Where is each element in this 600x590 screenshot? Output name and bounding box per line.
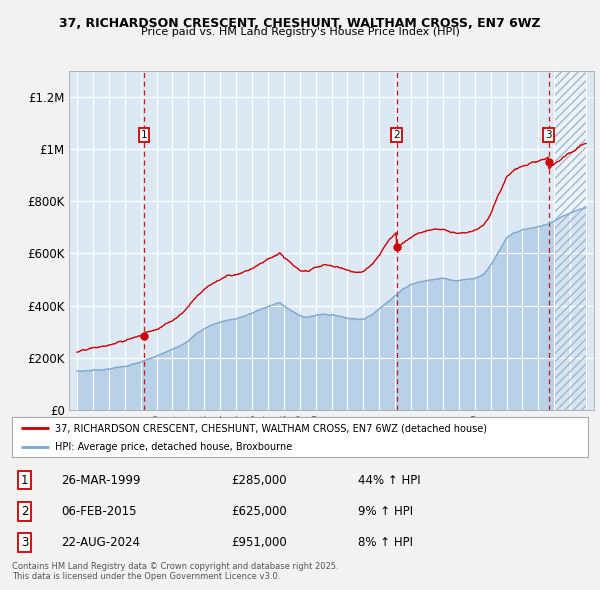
Text: 9% ↑ HPI: 9% ↑ HPI: [358, 505, 413, 518]
Text: 8% ↑ HPI: 8% ↑ HPI: [358, 536, 413, 549]
Text: 1: 1: [141, 130, 148, 140]
Text: 1: 1: [21, 474, 28, 487]
Text: 2: 2: [393, 130, 400, 140]
Text: 2: 2: [21, 505, 28, 518]
Text: 37, RICHARDSON CRESCENT, CHESHUNT, WALTHAM CROSS, EN7 6WZ (detached house): 37, RICHARDSON CRESCENT, CHESHUNT, WALTH…: [55, 424, 487, 434]
Text: 3: 3: [21, 536, 28, 549]
Text: Price paid vs. HM Land Registry's House Price Index (HPI): Price paid vs. HM Land Registry's House …: [140, 27, 460, 37]
Text: 37, RICHARDSON CRESCENT, CHESHUNT, WALTHAM CROSS, EN7 6WZ: 37, RICHARDSON CRESCENT, CHESHUNT, WALTH…: [59, 17, 541, 30]
Text: Contains HM Land Registry data © Crown copyright and database right 2025.
This d: Contains HM Land Registry data © Crown c…: [12, 562, 338, 581]
Text: £285,000: £285,000: [231, 474, 287, 487]
Text: HPI: Average price, detached house, Broxbourne: HPI: Average price, detached house, Brox…: [55, 442, 292, 452]
Text: 22-AUG-2024: 22-AUG-2024: [61, 536, 140, 549]
Text: 3: 3: [545, 130, 552, 140]
Text: 44% ↑ HPI: 44% ↑ HPI: [358, 474, 420, 487]
Text: 26-MAR-1999: 26-MAR-1999: [61, 474, 140, 487]
Text: £951,000: £951,000: [231, 536, 287, 549]
Text: 06-FEB-2015: 06-FEB-2015: [61, 505, 136, 518]
Text: £625,000: £625,000: [231, 505, 287, 518]
